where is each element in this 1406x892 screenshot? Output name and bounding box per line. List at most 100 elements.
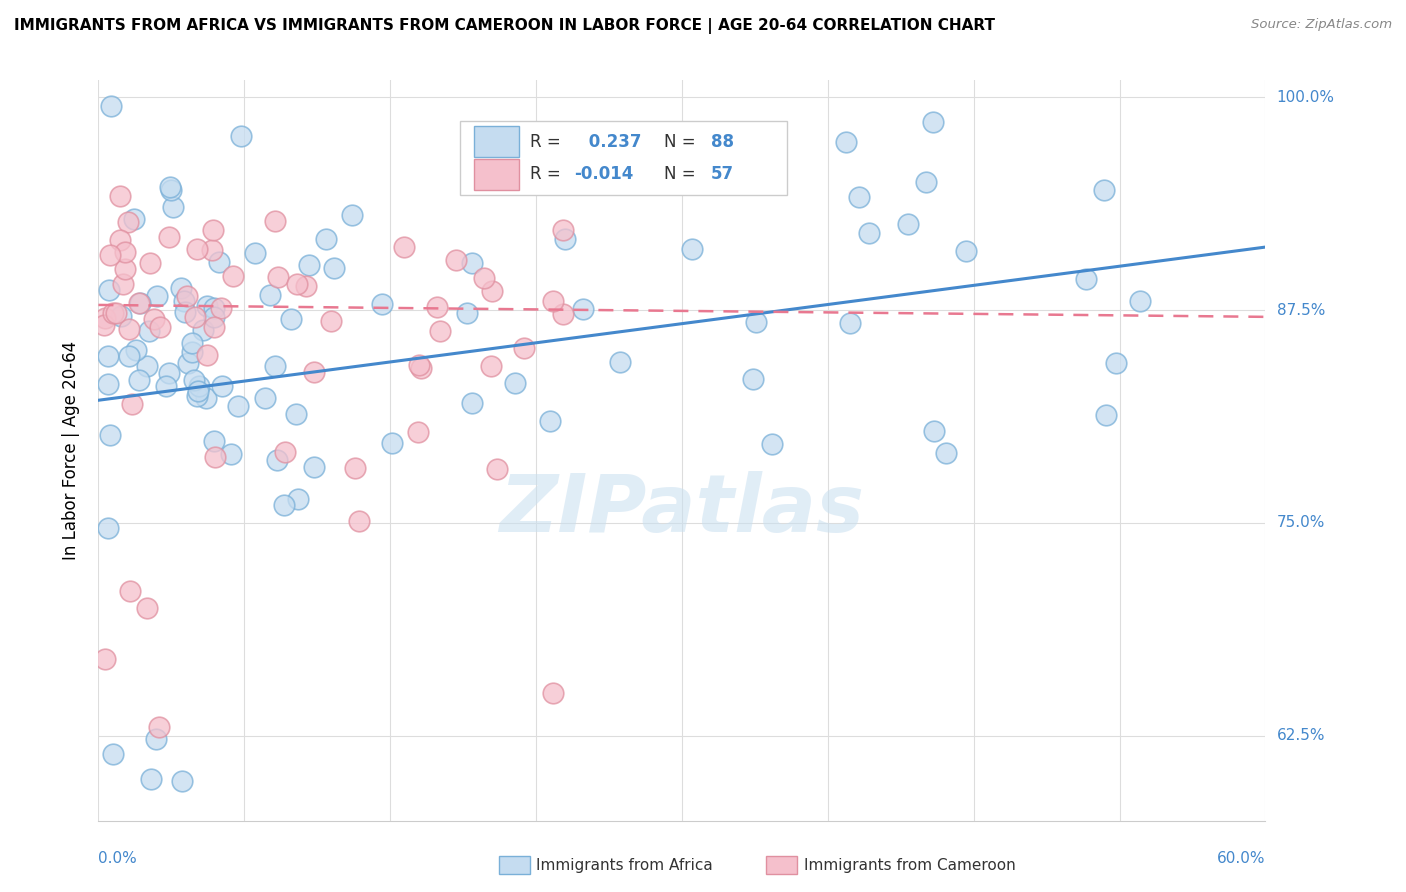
Point	[219, 447, 242, 461]
Point	[274, 445, 297, 459]
Text: IMMIGRANTS FROM AFRICA VS IMMIGRANTS FROM CAMEROON IN LABOR FORCE | AGE 20-64 CO: IMMIGRANTS FROM AFRICA VS IMMIGRANTS FRO…	[14, 18, 995, 34]
Text: 0.0%: 0.0%	[98, 851, 138, 866]
Text: 0.237: 0.237	[582, 133, 641, 151]
Point	[302, 365, 325, 379]
Point	[170, 774, 193, 789]
Point	[94, 311, 117, 326]
Point	[1092, 183, 1115, 197]
Point	[159, 180, 181, 194]
Point	[98, 248, 121, 262]
Point	[503, 376, 526, 390]
Point	[460, 396, 482, 410]
Point	[136, 359, 159, 373]
Text: ZIPatlas: ZIPatlas	[499, 471, 865, 549]
Point	[208, 254, 231, 268]
Point	[170, 281, 193, 295]
Point	[259, 288, 281, 302]
Point	[554, 232, 576, 246]
Point	[93, 318, 115, 332]
Point	[162, 200, 184, 214]
Point	[181, 335, 204, 350]
Point	[173, 293, 195, 308]
Point	[1094, 408, 1116, 422]
Point	[209, 301, 232, 315]
Point	[139, 256, 162, 270]
Point	[285, 277, 308, 291]
Point	[444, 252, 467, 267]
Point	[839, 316, 862, 330]
Point	[745, 315, 768, 329]
Point	[149, 320, 172, 334]
Point	[128, 373, 150, 387]
Point	[551, 222, 574, 236]
Point	[429, 325, 451, 339]
Point	[98, 427, 121, 442]
Point	[176, 289, 198, 303]
Point	[263, 213, 285, 227]
Point	[392, 240, 415, 254]
Point	[122, 212, 145, 227]
Point	[298, 258, 321, 272]
Text: Source: ZipAtlas.com: Source: ZipAtlas.com	[1251, 18, 1392, 31]
Point	[481, 284, 503, 298]
Point	[543, 294, 565, 309]
Point	[1129, 294, 1152, 309]
Point	[177, 356, 200, 370]
Point	[186, 389, 208, 403]
Point	[186, 242, 208, 256]
Point	[408, 425, 430, 440]
Point	[138, 324, 160, 338]
Point	[181, 344, 204, 359]
Point	[97, 349, 120, 363]
Point	[114, 245, 136, 260]
Point	[858, 226, 880, 240]
Point	[125, 343, 148, 357]
Point	[541, 686, 564, 700]
Point	[370, 297, 392, 311]
Point	[264, 359, 287, 373]
Point	[485, 462, 508, 476]
Point	[609, 355, 631, 369]
Point	[187, 384, 209, 399]
Point	[141, 772, 163, 786]
Point	[1104, 356, 1126, 370]
Point	[121, 397, 143, 411]
Point	[834, 135, 856, 149]
Point	[761, 437, 783, 451]
Point	[571, 301, 593, 316]
Point	[202, 434, 225, 449]
Text: N =: N =	[665, 133, 702, 151]
Point	[118, 349, 141, 363]
Point	[110, 309, 132, 323]
Point	[848, 190, 870, 204]
Point	[1074, 272, 1097, 286]
Point	[472, 270, 495, 285]
FancyBboxPatch shape	[474, 126, 519, 157]
Point	[479, 359, 502, 373]
Point	[243, 245, 266, 260]
Point	[553, 307, 575, 321]
Text: Immigrants from Cameroon: Immigrants from Cameroon	[804, 858, 1017, 872]
Point	[347, 515, 370, 529]
Text: R =: R =	[530, 165, 567, 183]
Point	[142, 312, 165, 326]
Point	[105, 306, 128, 320]
Point	[202, 310, 225, 325]
Point	[254, 392, 277, 406]
Point	[100, 99, 122, 113]
Point	[184, 310, 207, 325]
Point	[118, 322, 141, 336]
Point	[118, 583, 141, 598]
Point	[267, 269, 290, 284]
Point	[155, 378, 177, 392]
Point	[103, 747, 125, 762]
Point	[266, 453, 288, 467]
Point	[538, 414, 561, 428]
Point	[340, 208, 363, 222]
Point	[681, 242, 703, 256]
Text: R =: R =	[530, 133, 567, 151]
Text: 60.0%: 60.0%	[1218, 851, 1265, 866]
Point	[195, 348, 218, 362]
FancyBboxPatch shape	[474, 159, 519, 190]
Point	[202, 320, 225, 334]
